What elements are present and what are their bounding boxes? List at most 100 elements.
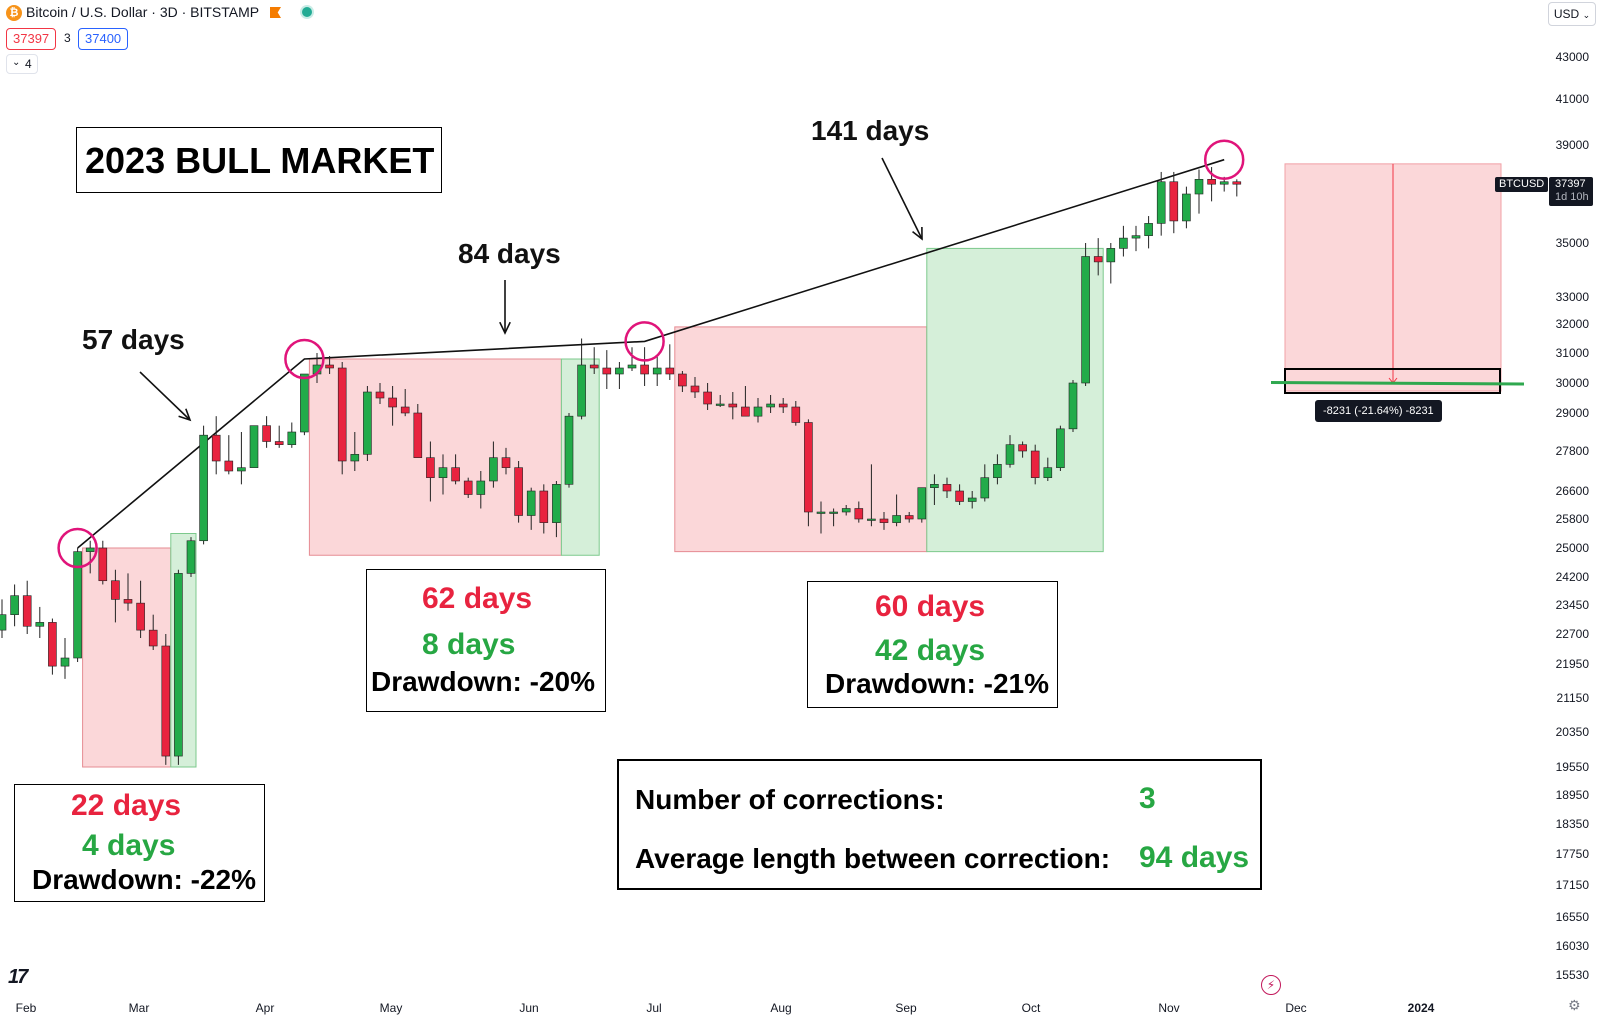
correction-1-drawdown: Drawdown: -22%	[32, 864, 257, 895]
correction-2-green-days: 8 days	[422, 628, 516, 661]
candle-body	[1182, 193, 1191, 222]
y-tick-label: 41000	[1556, 92, 1590, 106]
last-price: 37397	[1555, 178, 1586, 190]
candle-body	[98, 547, 108, 582]
candle-body	[841, 508, 851, 513]
candle-body	[1144, 223, 1153, 236]
indicators-count: 4	[25, 57, 32, 71]
y-tick-label: 17150	[1556, 878, 1590, 892]
y-tick-label: 39000	[1556, 138, 1590, 152]
interval-arrow-0	[139, 371, 191, 421]
candle-body	[476, 480, 486, 495]
candle-body	[791, 406, 801, 423]
candle-body	[829, 511, 838, 514]
x-tick-label: Nov	[1158, 1001, 1179, 1015]
y-tick-label: 17750	[1556, 847, 1590, 861]
x-tick-label: Mar	[129, 1001, 150, 1015]
candle-body	[1106, 248, 1116, 263]
measure-label: -8231 (-21.64%) -8231	[1315, 400, 1442, 422]
candle-body	[363, 391, 372, 455]
candle-body	[186, 540, 196, 574]
candle-body	[564, 415, 574, 485]
candle-body	[1018, 444, 1027, 452]
y-tick-label: 32000	[1556, 317, 1590, 331]
spread-value: 3	[64, 31, 71, 45]
candle-body	[325, 364, 334, 369]
currency-select[interactable]: USD ⌄	[1548, 2, 1596, 26]
avg-length-value: 94 days	[1139, 841, 1250, 874]
y-tick-label: 43000	[1556, 50, 1590, 64]
x-tick-label: 2024	[1408, 1001, 1435, 1015]
candle-body	[1056, 428, 1065, 468]
candle-body	[1093, 256, 1103, 263]
candle-body	[287, 431, 297, 445]
candle-body	[589, 364, 599, 369]
candle-body	[577, 364, 586, 417]
candle-body	[904, 515, 914, 520]
candle-body	[224, 460, 234, 472]
settings-icon[interactable]: ⚙	[1568, 997, 1581, 1013]
candle-body	[514, 467, 523, 516]
y-tick-label: 31000	[1556, 346, 1590, 360]
y-tick-label: 25800	[1556, 512, 1590, 526]
y-tick-label: 19550	[1556, 760, 1590, 774]
candle-body	[741, 406, 750, 417]
candle-body	[1030, 450, 1040, 478]
buy-button[interactable]: 37400	[78, 28, 129, 50]
x-tick-label: Jun	[519, 1001, 538, 1015]
candle-body	[715, 403, 725, 406]
correction-box-1: 22 days 4 days Drawdown: -22%	[14, 784, 265, 902]
candle-body	[489, 457, 498, 482]
peak-circle-3	[1203, 139, 1245, 180]
y-tick-label: 23450	[1556, 598, 1590, 612]
peak-circle-2	[624, 321, 665, 362]
symbol-price-tag: BTCUSD	[1495, 177, 1549, 192]
candle-body	[426, 457, 435, 478]
candle-body	[199, 434, 208, 542]
candle-body	[955, 490, 964, 502]
drawdown-zone-4	[674, 326, 928, 553]
candle-body	[274, 441, 284, 445]
y-tick-label: 18350	[1556, 817, 1590, 831]
chevron-down-icon: ⌄	[1582, 10, 1591, 20]
support-zone-box	[1284, 368, 1501, 394]
symbol-title: Bitcoin / U.S. Dollar · 3D · BITSTAMP	[26, 4, 260, 20]
candle-body	[0, 614, 7, 631]
y-tick-label: 16550	[1556, 910, 1590, 924]
bar-countdown: 1d 10h	[1555, 191, 1589, 203]
candle-body	[413, 412, 423, 458]
candle-body	[690, 385, 700, 393]
correction-2-red-days: 62 days	[422, 582, 533, 615]
candle-body	[237, 467, 246, 472]
candle-body	[375, 391, 385, 399]
summary-box: Number of corrections: 3 Average length …	[617, 759, 1262, 890]
candle-body	[703, 391, 712, 405]
candle-body	[602, 367, 612, 375]
x-tick-label: Feb	[16, 1001, 37, 1015]
correction-2-drawdown: Drawdown: -20%	[371, 666, 596, 697]
candle-body	[539, 490, 549, 523]
peak-circle-1	[284, 338, 325, 380]
candle-body	[111, 580, 120, 600]
last-price-tag: 37397 1d 10h	[1549, 177, 1593, 206]
correction-1-green-days: 4 days	[82, 829, 176, 862]
y-tick-label: 25000	[1556, 541, 1590, 555]
lightning-icon[interactable]: ⚡	[1261, 975, 1281, 995]
candle-body	[1156, 181, 1166, 224]
y-tick-label: 30000	[1556, 376, 1590, 390]
candle-body	[463, 480, 473, 495]
candle-body	[552, 484, 561, 523]
tradingview-logo: 17	[8, 966, 28, 989]
indicators-toggle[interactable]: ⌄ 4	[6, 54, 38, 74]
y-tick-label: 21150	[1557, 691, 1590, 705]
sell-button[interactable]: 37397	[6, 28, 57, 50]
x-tick-label: Oct	[1022, 1001, 1041, 1015]
candle-body	[816, 511, 826, 514]
candle-body	[615, 367, 624, 375]
candle-body	[640, 364, 649, 375]
y-tick-label: 22700	[1556, 627, 1590, 641]
candle-body	[980, 477, 990, 499]
candle-body	[451, 467, 460, 482]
candle-body	[136, 602, 145, 631]
